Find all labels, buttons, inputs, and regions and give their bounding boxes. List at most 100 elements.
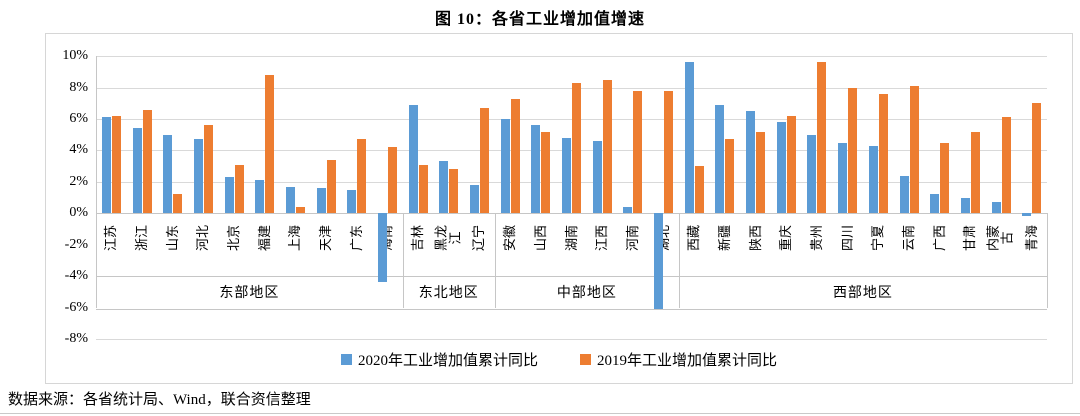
- bar-2020-重庆: [776, 122, 786, 214]
- y-axis-tick-label: 6%: [69, 111, 88, 126]
- legend-label-2019: 2019年工业增加值累计同比: [597, 352, 778, 369]
- x-axis-category-label-text: 辽宁: [471, 224, 487, 251]
- x-axis-category-label-text: 天津: [318, 224, 334, 251]
- x-axis-category-label-text: 吉林: [410, 224, 426, 251]
- x-axis-category-label-text: 新疆: [716, 224, 732, 251]
- bar-2020-北京: [224, 177, 234, 214]
- x-axis-category-label-text: 宁夏: [870, 224, 886, 251]
- bar-2019-贵州: [817, 62, 827, 214]
- bar-2019-云南: [909, 86, 919, 214]
- x-axis-category-label: 河南: [618, 213, 649, 276]
- bar-2020-海南: [377, 213, 387, 283]
- x-axis-category-label-text: 山西: [532, 224, 548, 251]
- bar-2019-广西: [940, 142, 950, 214]
- y-axis-tick-label: -6%: [64, 299, 88, 315]
- y-axis-tick-label: 8%: [69, 79, 88, 95]
- bar-2019-内蒙古: [1001, 117, 1011, 214]
- x-axis-category-label: 上海: [280, 213, 311, 276]
- x-axis-category-label: 内蒙古: [986, 213, 1017, 276]
- x-axis-category-label-text: 湖南: [563, 224, 579, 251]
- x-axis-category-label-text: 广西: [931, 224, 947, 251]
- bar-2020-青海: [1022, 213, 1032, 217]
- bar-2020-内蒙古: [991, 202, 1001, 214]
- x-axis-category-label: 江西: [587, 213, 618, 276]
- gridline: [96, 150, 1047, 152]
- x-axis-category-label: 广西: [924, 213, 955, 276]
- x-axis-category-label-text: 北京: [226, 224, 242, 251]
- bar-2020-贵州: [807, 134, 817, 214]
- bar-2019-广东: [357, 139, 367, 214]
- bar-2019-浙江: [142, 109, 152, 214]
- x-axis-category-label: 河北: [188, 213, 219, 276]
- region-band: [96, 276, 1047, 310]
- bar-2019-安徽: [510, 98, 520, 214]
- x-axis-category-label: 云南: [894, 213, 925, 276]
- bar-2019-江苏: [111, 115, 121, 214]
- bar-2019-福建: [265, 75, 275, 214]
- bar-2019-湖南: [572, 82, 581, 214]
- x-axis-category-label: 吉林: [403, 213, 434, 276]
- x-axis-category-label-text: 江西: [594, 224, 610, 251]
- gridline: [96, 119, 1047, 120]
- bar-2020-西藏: [684, 62, 694, 214]
- bar-2019-山西: [541, 131, 551, 214]
- region-band-label: 西部地区: [832, 285, 893, 301]
- y-axis-line: [96, 56, 97, 308]
- x-axis-category-label-text: 西藏: [686, 224, 702, 251]
- x-axis-category-label: 安徽: [495, 213, 526, 276]
- bar-2020-吉林: [408, 104, 418, 214]
- gridline: [96, 181, 1047, 183]
- x-axis-category-label-text: 河北: [195, 224, 211, 251]
- bar-2020-福建: [255, 180, 265, 214]
- bar-2020-山西: [531, 125, 541, 214]
- legend-item-2020: 2020年工业增加值累计同比: [340, 349, 538, 370]
- bar-2019-甘肃: [970, 131, 980, 214]
- bar-2020-新疆: [715, 104, 725, 214]
- x-axis-category-label: 浙江: [127, 213, 158, 276]
- x-axis-category-label: 湖北: [648, 213, 679, 276]
- bar-2020-广西: [930, 194, 940, 214]
- x-axis-category-label: 北京: [219, 213, 250, 276]
- bar-2020-陕西: [746, 111, 756, 214]
- bar-2020-河南: [623, 207, 633, 214]
- x-axis-category-label-text: 重庆: [778, 224, 794, 251]
- bar-2019-陕西: [756, 131, 766, 214]
- bar-2019-青海: [1032, 103, 1042, 214]
- x-axis-category-label: 天津: [311, 213, 342, 276]
- bar-2019-河南: [633, 90, 643, 214]
- legend-marker-2019-icon: [580, 353, 591, 365]
- bar-2019-北京: [234, 164, 244, 214]
- bar-2019-吉林: [418, 164, 428, 214]
- legend-item-2019: 2019年工业增加值累计同比: [580, 349, 777, 370]
- x-axis-category-label: 甘肃: [955, 213, 986, 276]
- x-axis-category-label-text: 江苏: [103, 224, 119, 251]
- y-axis-tick-label: 0%: [69, 205, 88, 221]
- x-axis-category-label-text: 甘肃: [962, 224, 978, 251]
- x-axis-category-label-text: 青海: [1023, 224, 1039, 251]
- x-axis-category-label-text: 贵州: [808, 224, 824, 251]
- bar-2020-上海: [285, 186, 295, 214]
- bar-2019-天津: [326, 159, 336, 214]
- y-axis-tick-label: -4%: [64, 268, 88, 284]
- x-axis-category-label: 山西: [526, 213, 557, 276]
- bar-2020-湖南: [562, 137, 571, 214]
- x-axis-category-label: 山东: [157, 213, 188, 276]
- x-axis-category-label: 江苏: [96, 213, 127, 276]
- bar-2019-黑龙江: [449, 169, 459, 214]
- x-axis-category-label-text: 安徽: [502, 224, 518, 251]
- bar-2020-宁夏: [868, 145, 878, 214]
- bar-2020-江西: [592, 141, 602, 214]
- x-axis-category-label: 陕西: [740, 213, 771, 276]
- bar-2020-辽宁: [470, 185, 479, 214]
- x-axis-category-label-text: 四川: [839, 224, 855, 251]
- gridline: [96, 56, 1047, 58]
- region-divider: [678, 213, 680, 308]
- bar-2020-江苏: [101, 117, 111, 214]
- bar-2019-重庆: [786, 115, 796, 214]
- bar-2019-四川: [848, 87, 858, 214]
- bar-2019-上海: [295, 207, 305, 214]
- legend-marker-2020-icon: [340, 353, 352, 365]
- y-axis-tick-label: -2%: [64, 236, 88, 252]
- x-axis-category-label-text: 浙江: [134, 224, 150, 251]
- x-axis-category-label-text: 陕西: [747, 224, 763, 251]
